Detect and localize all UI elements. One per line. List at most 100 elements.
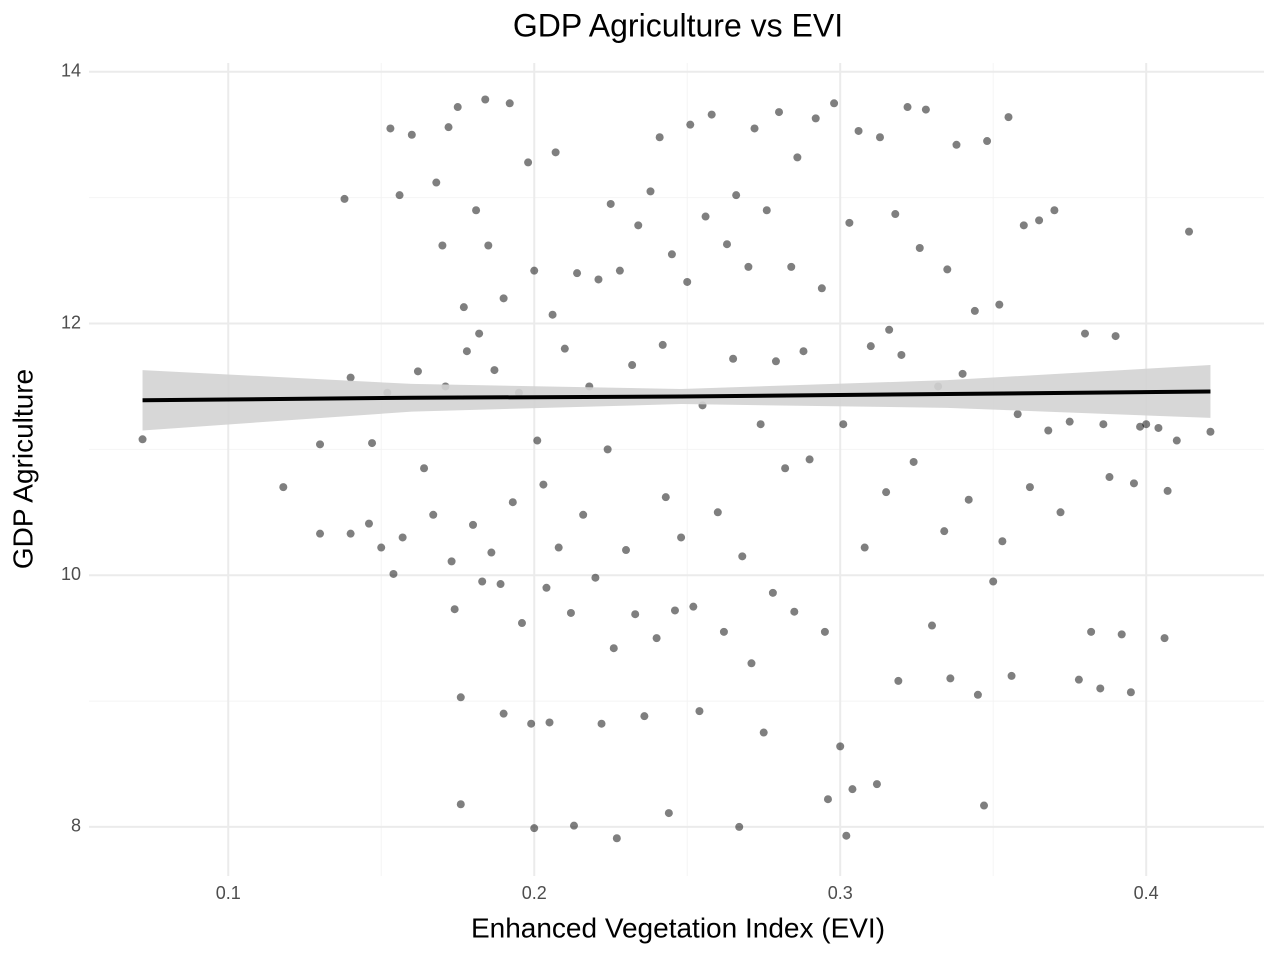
x-tick-label: 0.2	[522, 883, 547, 903]
point	[860, 543, 869, 552]
point	[1163, 486, 1172, 495]
point	[695, 707, 704, 716]
point	[1111, 332, 1120, 341]
x-tick-label: 0.3	[828, 883, 853, 903]
point	[386, 124, 395, 133]
point	[750, 124, 759, 133]
point	[517, 619, 526, 628]
y-axis-title: GDP Agriculture	[7, 369, 38, 569]
point	[1172, 436, 1181, 445]
point	[530, 824, 539, 833]
point	[658, 340, 667, 349]
point	[346, 529, 355, 538]
point	[1206, 427, 1215, 436]
point	[432, 178, 441, 187]
point	[542, 583, 551, 592]
point	[1099, 420, 1108, 429]
point	[1044, 426, 1053, 435]
point	[980, 801, 989, 810]
point	[1056, 508, 1065, 517]
point	[499, 294, 508, 303]
point	[719, 627, 728, 636]
point	[670, 606, 679, 615]
point	[970, 306, 979, 315]
point	[1013, 410, 1022, 419]
point	[771, 357, 780, 366]
point	[946, 674, 955, 683]
point	[787, 262, 796, 271]
point	[830, 99, 839, 108]
point	[456, 693, 465, 702]
point	[569, 821, 578, 830]
point	[882, 488, 891, 497]
point	[732, 191, 741, 200]
point	[1065, 417, 1074, 426]
point	[747, 659, 756, 668]
point	[1019, 221, 1028, 230]
point	[444, 123, 453, 132]
point	[1126, 688, 1135, 697]
point	[484, 241, 493, 250]
point	[762, 206, 771, 215]
point	[138, 435, 147, 444]
point	[496, 580, 505, 589]
point	[389, 569, 398, 578]
point	[958, 369, 967, 378]
point	[453, 103, 462, 112]
point	[573, 269, 582, 278]
point	[554, 543, 563, 552]
point	[820, 627, 829, 636]
point	[667, 250, 676, 259]
x-tick-label: 0.4	[1134, 883, 1159, 903]
point	[897, 350, 906, 359]
point	[943, 265, 952, 274]
point	[1160, 634, 1169, 643]
point	[686, 120, 695, 129]
y-tick-label: 10	[61, 564, 81, 584]
point	[508, 498, 517, 507]
point	[447, 557, 456, 566]
point	[1129, 479, 1138, 488]
point	[964, 495, 973, 504]
point	[631, 610, 640, 619]
point	[1142, 420, 1151, 429]
point	[634, 221, 643, 230]
point	[839, 420, 848, 429]
point	[612, 834, 621, 843]
point	[429, 510, 438, 519]
point	[661, 493, 670, 502]
point	[316, 529, 325, 538]
point	[1154, 423, 1163, 432]
point	[548, 310, 557, 319]
point	[866, 342, 875, 351]
point	[1025, 483, 1034, 492]
point	[885, 325, 894, 334]
point	[478, 577, 487, 586]
point	[450, 605, 459, 614]
point	[597, 719, 606, 728]
point	[1185, 227, 1194, 236]
point	[591, 573, 600, 582]
point	[527, 719, 536, 728]
point	[640, 712, 649, 721]
point	[689, 602, 698, 611]
point	[909, 457, 918, 466]
point	[707, 110, 716, 119]
point	[594, 275, 603, 284]
point	[713, 508, 722, 517]
point	[487, 548, 496, 557]
point	[566, 608, 575, 617]
point	[456, 800, 465, 809]
point	[891, 210, 900, 219]
point	[1096, 684, 1105, 693]
point	[490, 366, 499, 375]
point	[1105, 473, 1114, 482]
point	[472, 206, 481, 215]
point	[438, 241, 447, 250]
point	[628, 361, 637, 370]
point	[420, 464, 429, 473]
point	[744, 262, 753, 271]
point	[609, 644, 618, 653]
point	[836, 742, 845, 751]
